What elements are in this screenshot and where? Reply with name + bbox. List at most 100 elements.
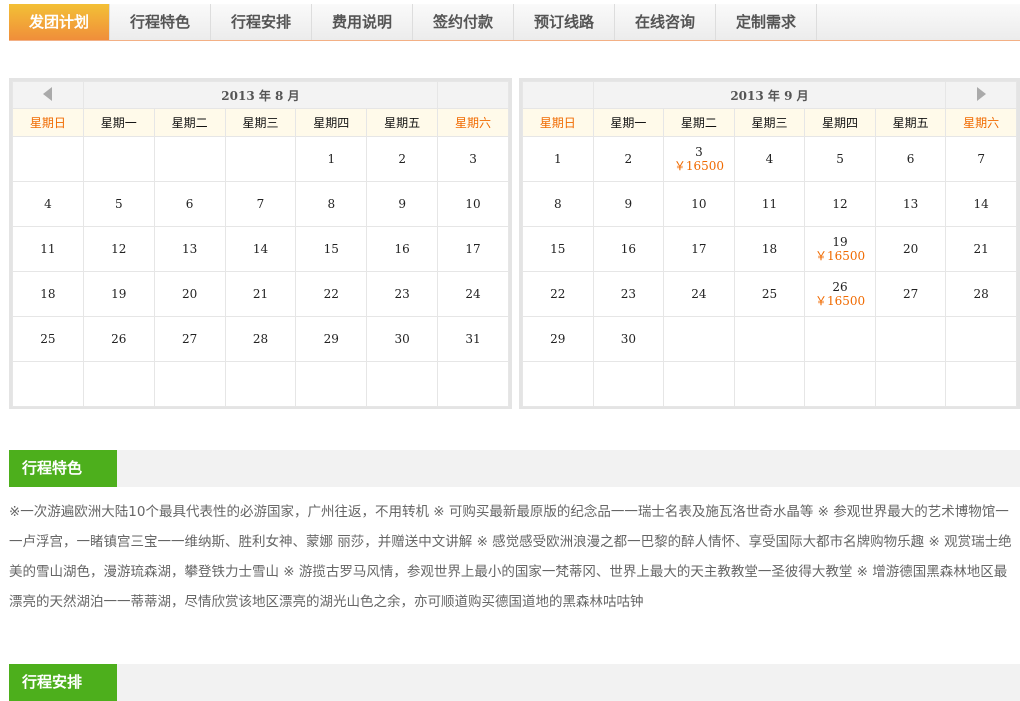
- weekday-header: 星期六: [945, 108, 1017, 137]
- day-number: 27: [902, 287, 919, 301]
- day-number: 5: [114, 197, 123, 211]
- day-number: 29: [550, 332, 566, 346]
- day-number: 16: [620, 242, 636, 256]
- day-number: 2: [624, 152, 633, 166]
- day-number: 11: [761, 197, 778, 211]
- day-number: 10: [465, 197, 481, 211]
- day-number: 13: [902, 197, 919, 211]
- day-number: 16: [394, 242, 410, 256]
- day-number: 3: [695, 145, 703, 159]
- price[interactable]: ￥16500: [814, 294, 866, 308]
- weekday-header: 星期三: [733, 108, 806, 137]
- empty-cell: [82, 136, 155, 182]
- day-number: 31: [465, 332, 481, 346]
- day-cell: 29: [295, 316, 368, 362]
- tab-1[interactable]: 发团计划: [9, 4, 110, 40]
- day-number: 7: [256, 197, 265, 211]
- tab-5[interactable]: 签约付款: [413, 4, 514, 40]
- day-cell: 4: [733, 136, 806, 182]
- day-number: 24: [465, 287, 481, 301]
- arrow-right-icon[interactable]: [976, 86, 986, 101]
- tab-2[interactable]: 行程特色: [110, 4, 211, 40]
- day-number: 12: [832, 197, 848, 211]
- day-number: 13: [181, 242, 198, 256]
- day-number: 26: [111, 332, 127, 346]
- day-cell: 14: [224, 226, 297, 272]
- day-cell: 7: [945, 136, 1017, 182]
- day-cell: 22: [295, 271, 368, 317]
- weekday-header: 星期五: [366, 108, 439, 137]
- day-cell: 29: [522, 316, 594, 362]
- day-cell: 14: [945, 181, 1017, 227]
- day-cell: 2: [366, 136, 439, 182]
- empty-cell: [804, 316, 876, 362]
- day-number: 15: [323, 242, 339, 256]
- weekday-header: 星期二: [663, 108, 735, 137]
- tab-6[interactable]: 预订线路: [514, 4, 615, 40]
- empty-cell: [663, 361, 735, 407]
- tab-7[interactable]: 在线咨询: [615, 4, 716, 40]
- day-cell: 17: [437, 226, 509, 272]
- day-number: 4: [765, 152, 774, 166]
- empty-cell: [733, 361, 806, 407]
- day-cell[interactable]: 19 ￥16500: [804, 226, 876, 272]
- section-header-schedule: 行程安排: [9, 664, 1020, 701]
- next-month-button[interactable]: [945, 81, 1017, 109]
- day-cell[interactable]: 26 ￥16500: [804, 271, 876, 317]
- day-cell: 23: [366, 271, 439, 317]
- day-number: 19: [832, 235, 848, 249]
- day-cell: 17: [663, 226, 735, 272]
- day-cell: 8: [522, 181, 594, 227]
- tab-3[interactable]: 行程安排: [211, 4, 312, 40]
- day-cell[interactable]: 3 ￥16500: [663, 136, 735, 182]
- day-cell: 16: [366, 226, 439, 272]
- day-number: 1: [553, 152, 562, 166]
- day-cell: 23: [592, 271, 665, 317]
- empty-cell: [224, 136, 297, 182]
- tab-bar: 发团计划 行程特色 行程安排 费用说明 签约付款 预订线路 在线咨询 定制需求: [9, 4, 1020, 41]
- day-cell: 11: [733, 181, 806, 227]
- empty-cell: [592, 361, 665, 407]
- weekday-header: 星期五: [874, 108, 947, 137]
- day-cell: 1: [295, 136, 368, 182]
- section-title: 行程安排: [9, 664, 117, 701]
- tab-4[interactable]: 费用说明: [312, 4, 413, 40]
- day-number: 17: [465, 242, 481, 256]
- calendar-august: 2013 年 8 月星期日 星期一 星期二 星期三 星期四 星期五 星期六 1 2 3 4 5 6 7 8 9…: [9, 78, 512, 409]
- day-cell: 15: [295, 226, 368, 272]
- day-number: 23: [620, 287, 636, 301]
- empty-cell: [153, 136, 226, 182]
- day-cell: 11: [12, 226, 84, 272]
- day-number: 4: [44, 197, 52, 211]
- day-cell: 30: [592, 316, 665, 362]
- day-cell: 19: [82, 271, 155, 317]
- empty-cell: [12, 361, 84, 407]
- day-number: 8: [327, 197, 336, 211]
- day-number: 30: [620, 332, 636, 346]
- day-cell: 8: [295, 181, 368, 227]
- arrow-left-icon[interactable]: [43, 86, 53, 101]
- price[interactable]: ￥16500: [673, 159, 724, 173]
- day-cell: 10: [437, 181, 509, 227]
- day-cell: 18: [733, 226, 806, 272]
- day-cell: 12: [804, 181, 876, 227]
- day-number: 28: [973, 287, 989, 301]
- day-cell: 9: [366, 181, 439, 227]
- day-cell: 21: [224, 271, 297, 317]
- day-cell: 7: [224, 181, 297, 227]
- month-title: 2013 年 9 月: [592, 81, 947, 109]
- tab-8[interactable]: 定制需求: [716, 4, 817, 40]
- empty-cell: [945, 361, 1017, 407]
- day-number: 1: [327, 152, 336, 166]
- day-cell: 18: [12, 271, 84, 317]
- day-number: 26: [832, 280, 848, 294]
- day-number: 14: [973, 197, 989, 211]
- day-number: 20: [181, 287, 198, 301]
- price[interactable]: ￥16500: [814, 249, 866, 263]
- prev-month-button[interactable]: [12, 81, 84, 109]
- day-cell: 24: [437, 271, 509, 317]
- day-cell: 16: [592, 226, 665, 272]
- empty-cell: [874, 361, 947, 407]
- day-cell: 27: [874, 271, 947, 317]
- empty-cell: [153, 361, 226, 407]
